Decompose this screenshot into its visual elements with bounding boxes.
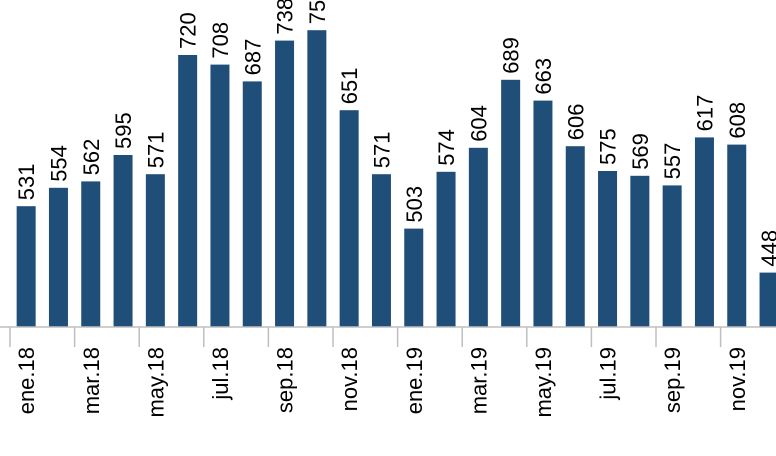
bar-ago.19 bbox=[630, 175, 650, 327]
bar-dic.19 bbox=[759, 272, 776, 327]
value-label-feb.18: 554 bbox=[46, 145, 71, 182]
value-label-sep.19: 557 bbox=[660, 143, 685, 180]
value-label-nov.19: 608 bbox=[725, 102, 750, 139]
bar-mar.18 bbox=[81, 181, 101, 327]
x-tick-label-nov.19: nov.19 bbox=[725, 347, 750, 411]
x-tick-label-sep.18: sep.18 bbox=[273, 347, 298, 413]
x-tick-label-may.18: may.18 bbox=[143, 347, 168, 418]
bar-oct.18 bbox=[307, 30, 327, 327]
x-tick-label-jul.18: jul.18 bbox=[208, 347, 233, 401]
bar-may.19 bbox=[533, 100, 553, 327]
value-label-may.19: 663 bbox=[531, 58, 556, 95]
bar-sep.19 bbox=[662, 185, 682, 327]
value-label-oct.18: 751 bbox=[305, 0, 330, 24]
x-tick-label-jul.19: jul.19 bbox=[596, 347, 621, 401]
value-label-ene.19: 503 bbox=[402, 186, 427, 223]
x-tick-label-nov.18: nov.18 bbox=[337, 347, 362, 411]
bar-nov.18 bbox=[339, 110, 359, 327]
bar-ene.19 bbox=[404, 228, 424, 327]
bar-may.18 bbox=[145, 174, 165, 327]
bar-mar.19 bbox=[468, 147, 488, 327]
bar-oct.19 bbox=[694, 137, 714, 327]
x-tick-label-mar.18: mar.18 bbox=[79, 347, 104, 414]
x-tick-label-mar.19: mar.19 bbox=[466, 347, 491, 414]
bar-jun.18 bbox=[178, 55, 198, 327]
x-tick-labels-group: ene.18 mar.18 may.18 jul.18 sep.18 nov.18 ene.… bbox=[14, 347, 750, 418]
bar-nov.19 bbox=[727, 144, 747, 327]
value-label-abr.19: 689 bbox=[499, 37, 524, 74]
value-label-ago.18: 687 bbox=[240, 39, 265, 76]
bar-feb.18 bbox=[48, 187, 68, 327]
bar-abr.19 bbox=[501, 79, 521, 327]
value-label-nov.18: 651 bbox=[337, 67, 362, 104]
bar-jun.19 bbox=[565, 146, 585, 327]
value-label-oct.19: 617 bbox=[692, 95, 717, 132]
value-label-feb.19: 574 bbox=[434, 129, 459, 166]
value-labels-group: 531 554 562 595 571 720 708 687 738 751 651 571 503 5… bbox=[14, 0, 776, 267]
bar-ene.18 bbox=[16, 206, 36, 327]
value-label-ene.18: 531 bbox=[14, 163, 39, 200]
bar-jul.18 bbox=[210, 64, 230, 327]
value-label-jul.19: 575 bbox=[596, 128, 621, 165]
value-label-jul.18: 708 bbox=[208, 22, 233, 59]
value-label-sep.18: 738 bbox=[273, 0, 298, 35]
x-ticks-group bbox=[9, 327, 722, 347]
x-tick-label-may.19: may.19 bbox=[531, 347, 556, 418]
bar-abr.18 bbox=[113, 155, 133, 327]
bar-jul.19 bbox=[598, 171, 618, 327]
value-label-ago.19: 569 bbox=[628, 133, 653, 170]
value-label-jun.19: 606 bbox=[563, 103, 588, 140]
value-label-mar.19: 604 bbox=[466, 105, 491, 142]
value-label-mar.18: 562 bbox=[79, 139, 104, 176]
bar-sep.18 bbox=[275, 40, 295, 327]
bar-dic.18 bbox=[371, 174, 391, 327]
bars-group bbox=[16, 30, 776, 328]
x-tick-label-ene.18: ene.18 bbox=[14, 347, 39, 414]
value-label-abr.18: 595 bbox=[111, 112, 136, 149]
x-tick-label-ene.19: ene.19 bbox=[402, 347, 427, 414]
value-label-jun.18: 720 bbox=[176, 12, 201, 49]
bar-feb.19 bbox=[436, 171, 456, 327]
value-label-dic.19: 448 bbox=[757, 230, 776, 267]
value-label-dic.18: 571 bbox=[369, 131, 394, 168]
bar-ago.18 bbox=[242, 81, 262, 328]
x-tick-label-sep.19: sep.19 bbox=[660, 347, 685, 413]
value-label-may.18: 571 bbox=[143, 131, 168, 168]
